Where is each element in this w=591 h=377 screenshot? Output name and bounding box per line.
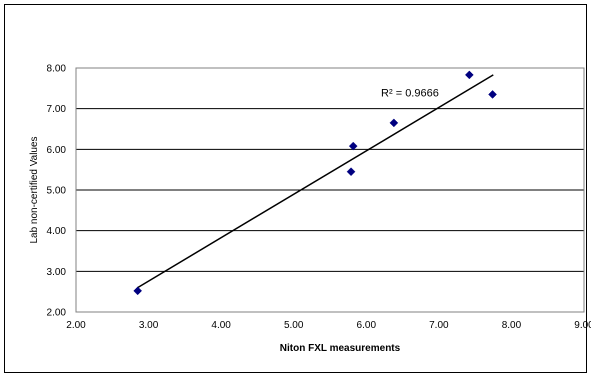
data-point: [346, 167, 356, 177]
y-tick-label: 6.00: [47, 145, 67, 156]
x-tick-label: 4.00: [211, 320, 231, 331]
x-tick-label: 8.00: [502, 320, 522, 331]
trendline: [137, 74, 494, 289]
plot-area-border: [75, 67, 585, 313]
y-tick-label: 7.00: [47, 104, 67, 115]
x-tick-label: 3.00: [139, 320, 159, 331]
y-tick-labels: 2.00 3.00 4.00 5.00 6.00 7.00 8.00: [47, 64, 67, 319]
data-point: [348, 141, 358, 151]
x-tick-label: 7.00: [429, 320, 449, 331]
y-tick-label: 5.00: [47, 186, 67, 197]
data-point: [133, 286, 143, 296]
data-point: [464, 70, 474, 80]
grid-lines: [76, 108, 584, 272]
x-tick-label: 5.00: [284, 320, 304, 331]
x-tick-labels: 2.00 3.00 4.00 5.00 6.00 7.00 8.00 9.00: [66, 320, 591, 331]
y-tick-label: 3.00: [47, 267, 67, 278]
y-tick-label: 2.00: [47, 308, 67, 319]
y-tick-label: 4.00: [47, 226, 67, 237]
x-tick-label: 2.00: [66, 320, 86, 331]
data-point: [488, 90, 497, 99]
data-point: [389, 118, 399, 128]
x-axis-title: Niton FXL measurements: [280, 343, 401, 354]
x-tick-label: 9.00: [574, 320, 591, 331]
y-tick-label: 8.00: [47, 64, 67, 75]
x-tick-label: 6.00: [357, 320, 377, 331]
data-points: [133, 70, 497, 296]
r-squared-annotation: R² = 0.9666: [381, 87, 439, 99]
y-axis-title: Lab non-certified Values: [29, 136, 40, 243]
